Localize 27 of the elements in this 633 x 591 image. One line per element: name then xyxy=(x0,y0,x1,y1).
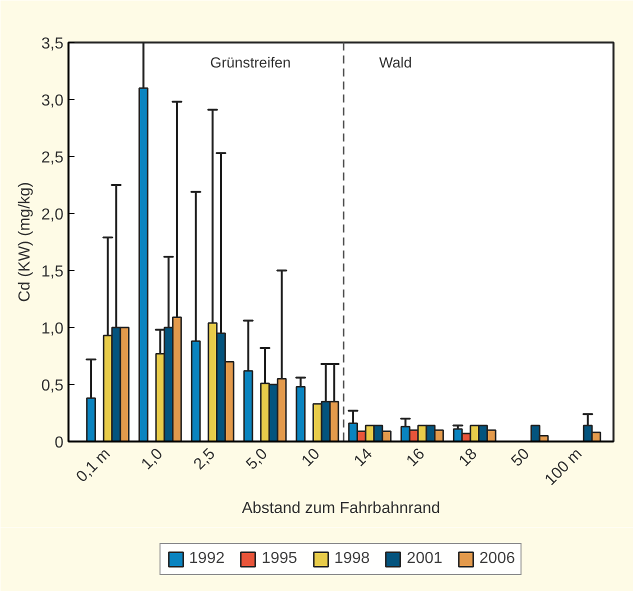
annotation: Grünstreifen xyxy=(210,56,291,72)
y-tick-label: 0,5 xyxy=(41,378,64,394)
x-tick-label: 2,5 xyxy=(190,445,219,474)
annotation: Wald xyxy=(379,56,412,72)
y-tick-label: 1,0 xyxy=(41,320,64,338)
y-tick-label: 2,0 xyxy=(41,206,64,224)
y-tick-label: 3,0 xyxy=(41,92,64,110)
x-tick-label: 16 xyxy=(404,445,428,470)
x-tick-label: 14 xyxy=(351,445,376,470)
legend-label: 1998 xyxy=(334,550,370,568)
y-tick-label: 3,5 xyxy=(41,36,64,52)
x-tick-label: 100 m xyxy=(542,445,586,489)
legend-label: 2006 xyxy=(479,550,515,568)
x-tick-label: 0,1 m xyxy=(73,445,114,486)
y-tick-label: 0 xyxy=(54,434,64,452)
x-tick-label: 1,0 xyxy=(138,445,166,474)
legend-label: 2001 xyxy=(406,550,442,568)
y-tick-label: 1,5 xyxy=(41,264,64,280)
legend-label: 1995 xyxy=(262,550,298,568)
y-axis-title: Cd (KW) (mg/kg) xyxy=(16,182,34,302)
x-tick-label: 5,0 xyxy=(243,445,272,474)
x-tick-label: 50 xyxy=(508,445,534,470)
x-tick-label: 10 xyxy=(298,445,324,470)
legend-label: 1992 xyxy=(189,550,225,568)
y-tick-label: 2,5 xyxy=(41,150,64,166)
x-axis-title: Abstand zum Fahrbahnrand xyxy=(242,500,440,517)
x-tick-label: 18 xyxy=(456,445,481,470)
